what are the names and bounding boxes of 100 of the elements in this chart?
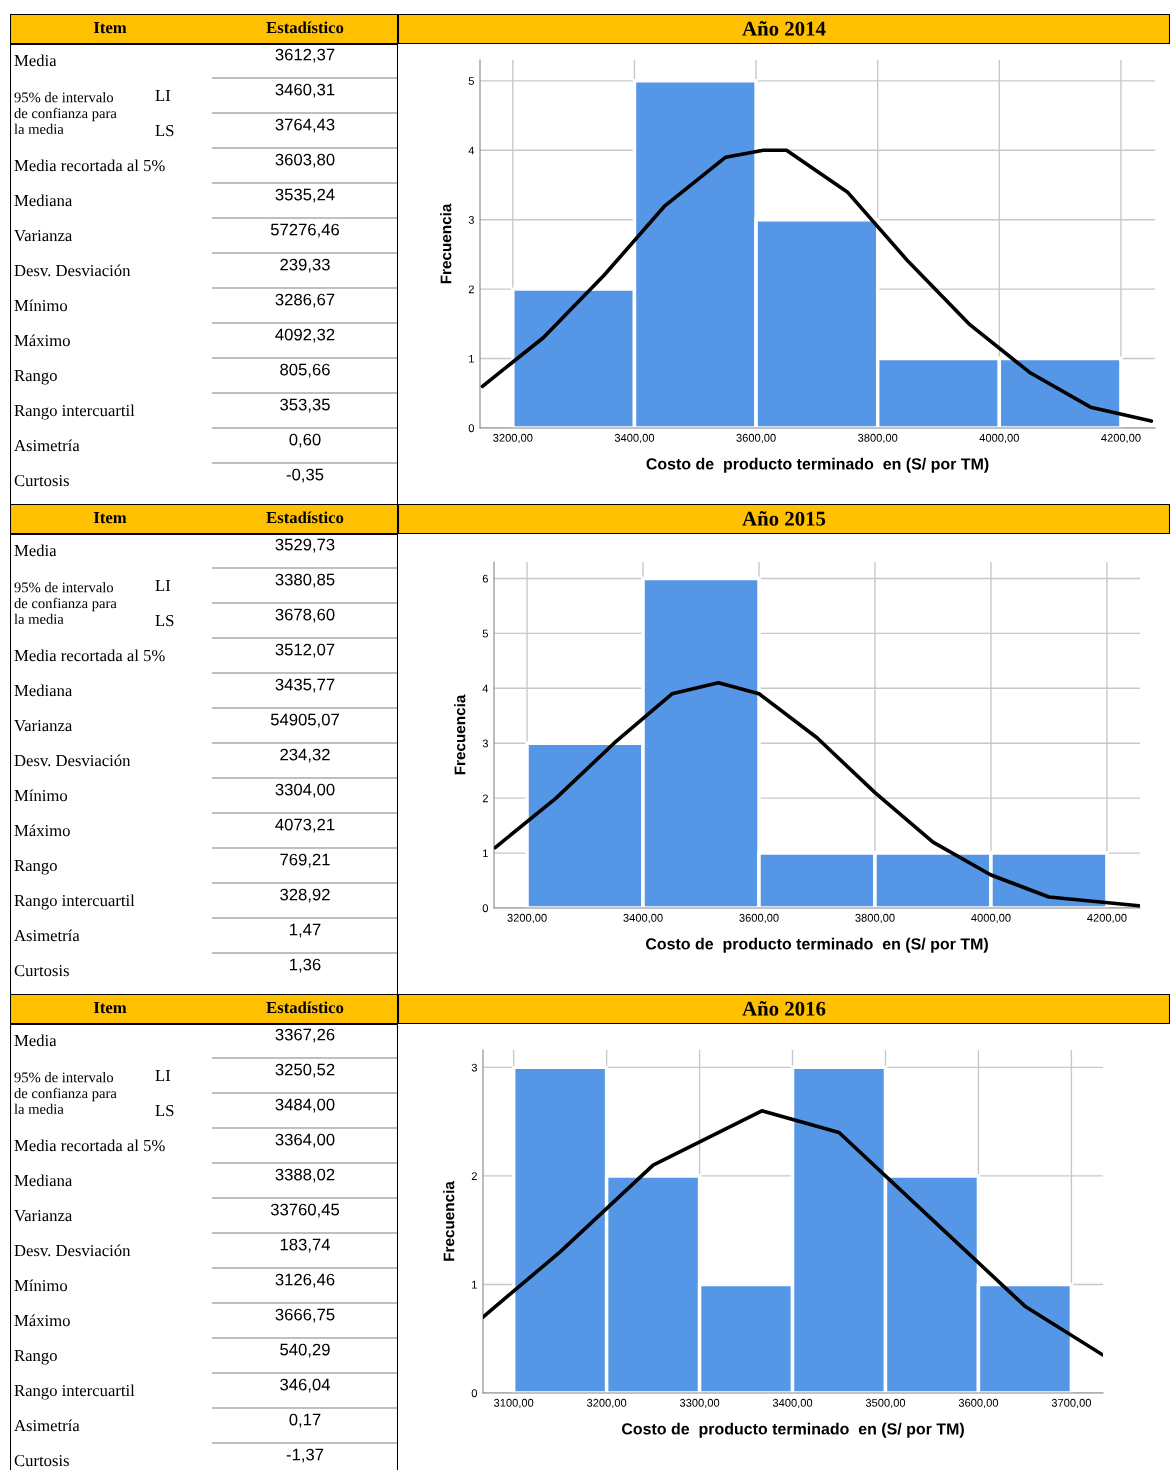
text: 234,32 <box>280 748 330 763</box>
x-tick-label: 4000,00 <box>979 433 1019 444</box>
x-tick-label: 3400,00 <box>614 433 655 444</box>
category-label: Mínimo <box>14 789 68 802</box>
text: 353,35 <box>280 398 330 413</box>
text: 805,66 <box>280 363 330 378</box>
text: 769,21 <box>280 853 330 868</box>
text: 3250,52 <box>275 1063 335 1078</box>
x-tick-label: 3100,00 <box>494 1398 534 1409</box>
category-label: Media recortada al 5% <box>14 649 165 662</box>
y-tick-label: 0 <box>482 904 489 913</box>
text: 95% de intervalo de confianza para la media <box>14 1072 117 1114</box>
category-label: Mediana <box>14 684 73 697</box>
text: 3388,02 <box>275 1168 335 1183</box>
y-tick-label: 1 <box>483 849 488 858</box>
text: 3380,85 <box>275 573 335 588</box>
text: 3612,37 <box>275 48 335 63</box>
text: Item <box>93 512 127 524</box>
x-tick-label: 3600,00 <box>958 1398 999 1409</box>
category-label: LS <box>155 1104 174 1117</box>
category-label: Media <box>14 54 57 67</box>
text: 1,47 <box>290 923 321 938</box>
x-tick-label: 4200,00 <box>1101 433 1141 444</box>
category-label: Media <box>14 1034 57 1047</box>
text: 4073,21 <box>275 818 335 833</box>
category-label: Mediana <box>14 194 73 207</box>
text: 3535,24 <box>275 188 335 203</box>
x-tick-label: 3800,00 <box>858 433 898 444</box>
x-tick-label: 3500,00 <box>865 1398 906 1409</box>
text: -1,37 <box>286 1448 324 1463</box>
text: 183,74 <box>280 1238 330 1253</box>
x-tick-label: 3600,00 <box>736 433 776 444</box>
category-label: Mínimo <box>14 1279 68 1292</box>
text: 3364,00 <box>275 1133 335 1148</box>
text: 33760,45 <box>270 1203 340 1218</box>
category-label: Desv. Desviación <box>14 754 131 767</box>
category-label: Desv. Desviación <box>14 1244 131 1257</box>
text: 3304,00 <box>275 783 335 798</box>
y-axis-title: Frecuencia <box>443 1181 455 1261</box>
y-tick-label: 5 <box>482 629 488 638</box>
x-tick-label: 3600,00 <box>739 913 779 924</box>
text: Item <box>93 22 127 34</box>
text: 346,04 <box>280 1378 330 1393</box>
y-tick-label: 3 <box>471 1063 477 1072</box>
category-label: Rango <box>14 1350 57 1365</box>
x-tick-label: 3300,00 <box>679 1398 720 1409</box>
category-label: Curtosis <box>14 1454 69 1467</box>
category-label: Asimetría <box>14 929 80 942</box>
category-label: Máximo <box>14 824 70 837</box>
text: 95% de intervalo de confianza para la media <box>14 92 117 134</box>
text: Item <box>93 1002 127 1014</box>
chart-title: Año 2014 <box>742 21 826 36</box>
y-tick-label: 1 <box>469 354 474 363</box>
x-tick-label: 3400,00 <box>623 913 663 924</box>
category-label: Máximo <box>14 1314 70 1327</box>
text: 1,36 <box>290 958 321 973</box>
category-label: LI <box>155 580 171 592</box>
x-axis-title: Costo de producto terminado en (S/ por TM) <box>646 457 989 473</box>
category-label: Curtosis <box>14 474 69 487</box>
text: 540,29 <box>280 1343 330 1358</box>
category-label: Rango <box>14 370 57 385</box>
y-tick-label: 0 <box>468 424 475 433</box>
text: 3529,73 <box>275 538 335 553</box>
y-tick-label: 0 <box>471 1389 478 1398</box>
y-tick-label: 3 <box>468 215 474 224</box>
x-tick-label: 4200,00 <box>1087 913 1127 924</box>
category-label: Rango intercuartil <box>14 1384 135 1400</box>
text: 3484,00 <box>275 1098 335 1113</box>
y-axis-title: Frecuencia <box>454 694 466 775</box>
y-tick-label: 3 <box>482 739 488 748</box>
y-tick-label: 1 <box>472 1280 477 1289</box>
category-label: Media recortada al 5% <box>14 159 165 172</box>
category-label: Rango <box>14 860 57 875</box>
category-label: LI <box>155 1070 171 1082</box>
y-tick-label: 2 <box>482 794 488 803</box>
category-label: Media <box>14 544 57 557</box>
y-tick-label: 6 <box>482 574 488 583</box>
category-label: Media recortada al 5% <box>14 1139 165 1152</box>
category-label: LS <box>155 124 174 137</box>
x-tick-label: 3200,00 <box>493 433 533 444</box>
x-axis-title: Costo de producto terminado en (S/ por TM) <box>621 1422 964 1438</box>
text: 3678,60 <box>275 608 335 623</box>
text: 95% de intervalo de confianza para la media <box>14 582 117 624</box>
chart-title: Año 2016 <box>742 1001 826 1016</box>
text: 3764,43 <box>275 118 335 133</box>
x-tick-label: 3700,00 <box>1051 1398 1092 1409</box>
text: 328,92 <box>280 888 330 903</box>
category-label: Rango intercuartil <box>14 894 135 910</box>
category-label: Mediana <box>14 1174 73 1187</box>
y-tick-label: 2 <box>471 1172 477 1180</box>
text: Estadístico <box>266 511 344 524</box>
line-series <box>480 148 1154 423</box>
text: 3666,75 <box>275 1308 335 1323</box>
x-axis-title: Costo de producto terminado en (S/ por TM) <box>645 937 988 953</box>
text: 0,17 <box>289 1413 321 1428</box>
text: 4092,32 <box>275 328 335 343</box>
text: 3126,46 <box>275 1273 335 1288</box>
category-label: Asimetría <box>14 1419 80 1432</box>
y-tick-label: 2 <box>468 285 474 294</box>
category-label: Curtosis <box>14 964 69 977</box>
